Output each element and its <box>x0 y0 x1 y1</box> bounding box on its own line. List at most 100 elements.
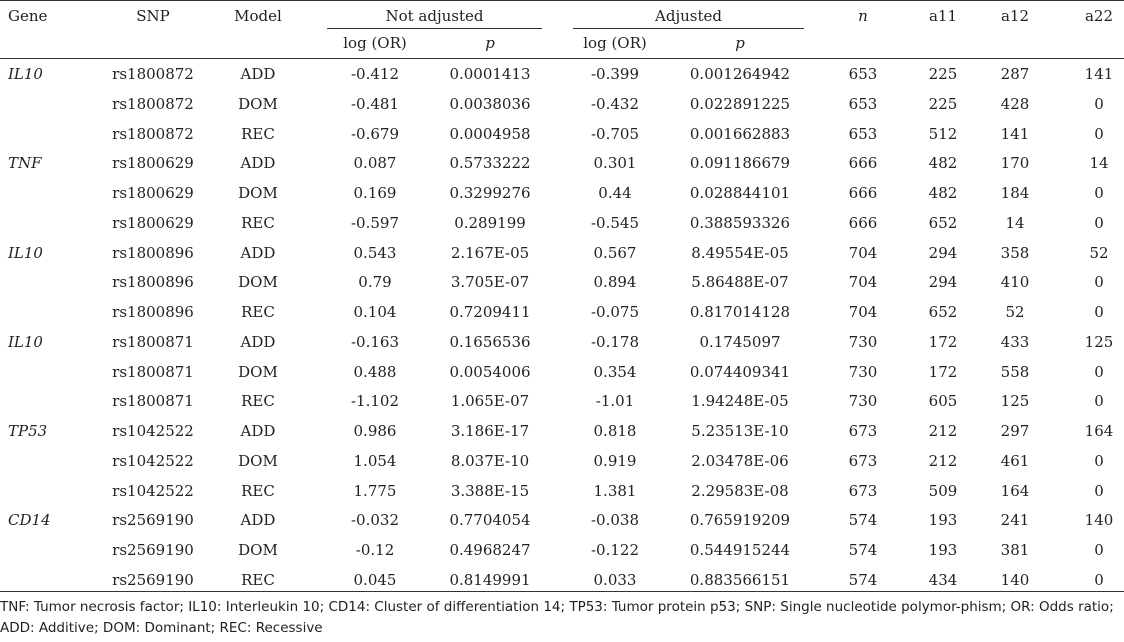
cell-gene: TNF <box>8 154 42 173</box>
cell-log-or-not-adjusted: -0.163 <box>350 332 399 351</box>
cell-a12: 287 <box>1000 65 1030 83</box>
table-footnote: TNF: Tumor necrosis factor; IL10: Interl… <box>0 599 1114 636</box>
cell-n: 574 <box>848 511 878 530</box>
cell-snp: rs1800871 <box>112 392 194 411</box>
cell-p-adjusted: 0.091186679 <box>689 154 791 173</box>
cell-model: DOM <box>238 184 278 202</box>
header-adjusted: Adjusted <box>573 6 804 29</box>
header-log-or-adjusted: log (OR) <box>583 34 647 52</box>
cell-log-or-adjusted: -0.075 <box>590 303 639 321</box>
cell-model: DOM <box>238 273 278 292</box>
cell-a12: 381 <box>1000 541 1030 559</box>
cell-log-or-not-adjusted: 0.087 <box>353 154 397 173</box>
cell-a22: 164 <box>1084 422 1114 440</box>
table-row: IL10 rs1800896 ADD 0.543 2.167E-05 0.567 8.495… <box>0 239 1124 269</box>
header-model: Model <box>234 7 282 25</box>
cell-log-or-adjusted: 0.919 <box>593 451 637 470</box>
cell-p-adjusted: 5.86488E-07 <box>691 273 789 292</box>
cell-model: REC <box>241 570 275 589</box>
cell-p-adjusted: 0.001264942 <box>689 65 791 83</box>
header-n: n <box>858 7 868 25</box>
table-row: rs1800629 DOM 0.169 0.3299276 0.44 0.02884410… <box>0 179 1124 209</box>
cell-a11: 512 <box>928 124 958 143</box>
cell-model: ADD <box>240 243 276 262</box>
cell-snp: rs1800896 <box>112 273 194 292</box>
cell-snp: rs1800872 <box>112 65 194 83</box>
cell-a11: 652 <box>928 303 958 321</box>
cell-n: 666 <box>848 154 878 173</box>
cell-model: DOM <box>238 94 278 113</box>
cell-snp: rs1800629 <box>112 154 194 173</box>
cell-log-or-not-adjusted: -0.481 <box>350 94 399 113</box>
cell-a11: 482 <box>928 154 958 173</box>
table-row: TP53 rs1042522 ADD 0.986 3.186E-17 0.818 5.235… <box>0 417 1124 447</box>
cell-p-not-adjusted: 0.1656536 <box>449 332 531 351</box>
table-row: rs1042522 DOM 1.054 8.037E-10 0.919 2.03478E-… <box>0 447 1124 477</box>
cell-log-or-not-adjusted: 0.045 <box>353 570 397 589</box>
cell-a11: 225 <box>928 65 958 83</box>
cell-log-or-adjusted: -0.545 <box>590 213 639 232</box>
cell-p-not-adjusted: 8.037E-10 <box>450 451 530 470</box>
cell-a22: 0 <box>1094 273 1104 292</box>
cell-model: ADD <box>240 511 276 530</box>
cell-p-not-adjusted: 0.3299276 <box>449 184 531 202</box>
cell-p-not-adjusted: 0.0054006 <box>449 362 531 381</box>
cell-p-adjusted: 0.074409341 <box>689 362 791 381</box>
cell-a12: 428 <box>1000 94 1030 113</box>
cell-a22: 141 <box>1084 65 1114 83</box>
cell-p-adjusted: 0.883566151 <box>689 570 791 589</box>
cell-n: 653 <box>848 94 878 113</box>
cell-p-adjusted: 1.94248E-05 <box>691 392 789 411</box>
cell-snp: rs1800896 <box>112 243 194 262</box>
cell-p-not-adjusted: 3.388E-15 <box>450 481 530 500</box>
cell-snp: rs2569190 <box>112 541 194 559</box>
cell-snp: rs1800872 <box>112 94 194 113</box>
cell-log-or-adjusted: -0.399 <box>590 65 639 83</box>
cell-a12: 461 <box>1000 451 1030 470</box>
cell-log-or-adjusted: 0.033 <box>593 570 637 589</box>
header-p-adjusted: p <box>735 34 745 52</box>
cell-model: ADD <box>240 154 276 173</box>
header-p-not-adjusted: p <box>485 34 495 52</box>
cell-model: ADD <box>240 332 276 351</box>
header-a22: a22 <box>1084 7 1114 25</box>
cell-p-not-adjusted: 2.167E-05 <box>450 243 530 262</box>
cell-p-not-adjusted: 0.5733222 <box>449 154 531 173</box>
cell-a11: 509 <box>928 481 958 500</box>
cell-log-or-adjusted: -0.178 <box>590 332 639 351</box>
table-row: rs1800872 REC -0.679 0.0004958 -0.705 0.00166… <box>0 120 1124 150</box>
results-table: Gene SNP Model Not adjusted Adjusted log… <box>0 0 1124 596</box>
table-row: rs1800872 DOM -0.481 0.0038036 -0.432 0.02289… <box>0 90 1124 120</box>
cell-log-or-adjusted: 1.381 <box>593 481 637 500</box>
cell-p-not-adjusted: 0.0038036 <box>449 94 531 113</box>
cell-model: REC <box>241 124 275 143</box>
cell-model: DOM <box>238 541 278 559</box>
cell-log-or-adjusted: -0.705 <box>590 124 639 143</box>
cell-p-not-adjusted: 0.8149991 <box>449 570 531 589</box>
cell-a12: 241 <box>1000 511 1030 530</box>
cell-n: 574 <box>848 541 878 559</box>
table-body: IL10 rs1800872 ADD -0.412 0.0001413 -0.399 0.0… <box>0 59 1124 596</box>
cell-a22: 140 <box>1084 511 1114 530</box>
cell-gene: CD14 <box>8 511 51 530</box>
cell-gene: IL10 <box>8 65 43 83</box>
cell-a12: 140 <box>1000 570 1030 589</box>
cell-n: 704 <box>848 303 878 321</box>
cell-log-or-adjusted: 0.301 <box>593 154 637 173</box>
cell-a11: 212 <box>928 422 958 440</box>
cell-a11: 193 <box>928 541 958 559</box>
table-row: rs2569190 REC 0.045 0.8149991 0.033 0.8835661… <box>0 566 1124 596</box>
cell-model: REC <box>241 303 275 321</box>
cell-log-or-not-adjusted: -0.679 <box>350 124 399 143</box>
cell-p-adjusted: 2.29583E-08 <box>691 481 789 500</box>
cell-n: 730 <box>848 392 878 411</box>
cell-a12: 170 <box>1000 154 1030 173</box>
cell-a11: 225 <box>928 94 958 113</box>
cell-snp: rs1042522 <box>112 451 194 470</box>
cell-a22: 0 <box>1094 213 1104 232</box>
cell-n: 666 <box>848 213 878 232</box>
cell-log-or-not-adjusted: 1.775 <box>353 481 397 500</box>
cell-a22: 14 <box>1089 154 1109 173</box>
cell-snp: rs1042522 <box>112 422 194 440</box>
cell-a11: 294 <box>928 273 958 292</box>
